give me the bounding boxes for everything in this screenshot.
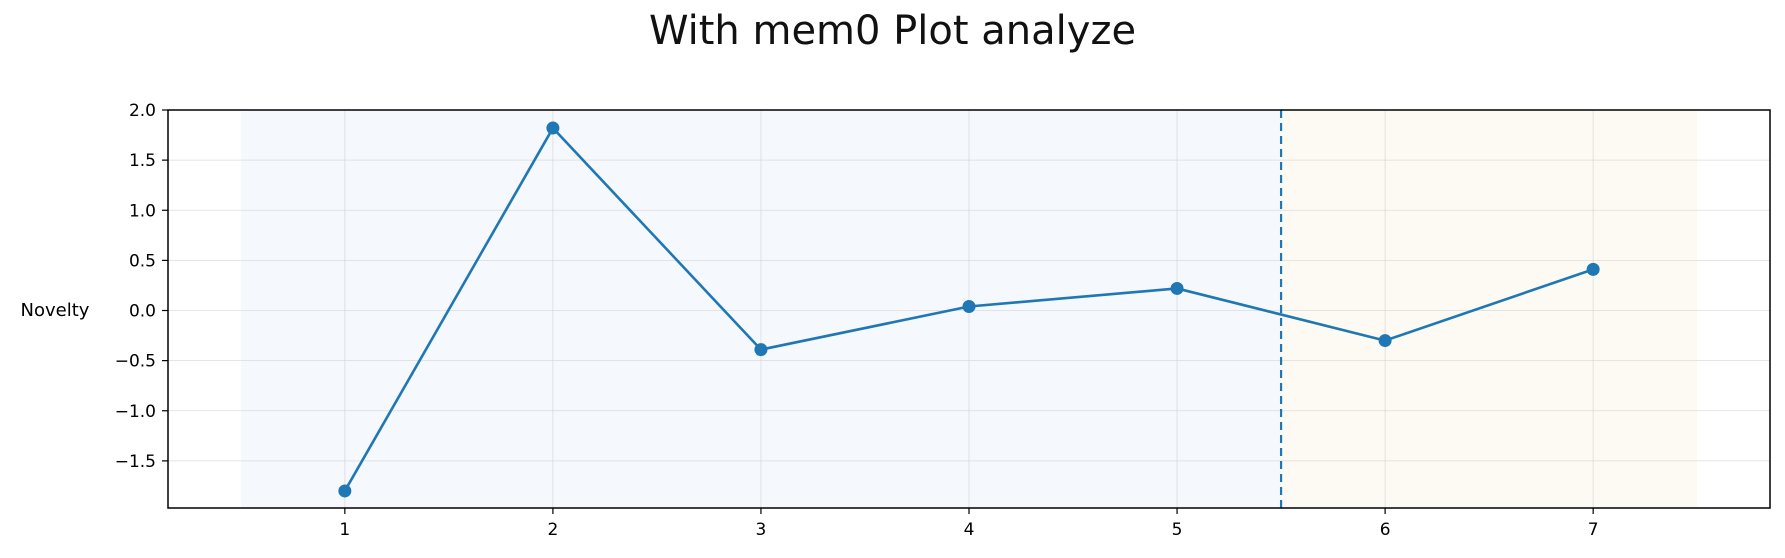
- x-tick-label: 1: [339, 520, 350, 540]
- data-point: [338, 484, 352, 498]
- x-tick-label: 6: [1380, 520, 1391, 540]
- y-tick-label: 1.0: [129, 201, 156, 221]
- data-point: [1378, 334, 1392, 348]
- data-point: [1170, 281, 1184, 295]
- data-point: [962, 299, 976, 313]
- data-point: [754, 343, 768, 357]
- shaded-region-2: [1281, 110, 1698, 508]
- x-tick-label: 3: [756, 520, 767, 540]
- y-tick-label: 2.0: [129, 101, 156, 121]
- x-tick-label: 7: [1588, 520, 1599, 540]
- y-tick-label: 0.0: [129, 302, 156, 322]
- y-tick-label: −1.5: [115, 452, 156, 472]
- chart-title: With mem0 Plot analyze: [648, 8, 1137, 54]
- x-tick-label: 5: [1172, 520, 1183, 540]
- y-tick-label: −1.0: [115, 402, 156, 422]
- y-tick-label: 1.5: [129, 151, 156, 171]
- y-axis-label: Novelty: [21, 300, 90, 321]
- x-tick-label: 2: [547, 520, 558, 540]
- series-layer: [338, 121, 1600, 498]
- y-tick-label: −0.5: [115, 352, 156, 372]
- data-point: [1586, 262, 1600, 276]
- x-tick-label: 4: [964, 520, 975, 540]
- data-point: [546, 121, 560, 135]
- y-tick-label: 0.5: [129, 251, 156, 271]
- axis-ticks: 1 2 3 4 5 6 7 2.0 1.5 1.0 0.5 0.0 −0.5 −1.0 −1.5: [115, 101, 1599, 540]
